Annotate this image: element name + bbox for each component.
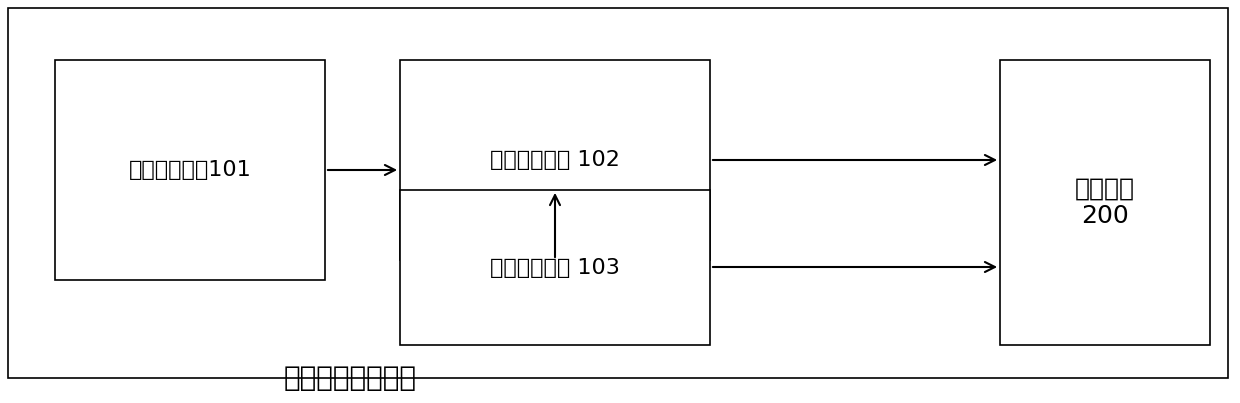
Bar bbox=[55, 60, 325, 280]
Text: 窗口对象
200: 窗口对象 200 bbox=[1075, 177, 1135, 229]
Bar bbox=[999, 60, 1210, 345]
Text: 窗口对象移动装置: 窗口对象移动装置 bbox=[284, 364, 417, 392]
Bar bbox=[401, 190, 711, 345]
Text: 惯性处理单元 103: 惯性处理单元 103 bbox=[490, 258, 620, 278]
Bar bbox=[401, 60, 711, 260]
Text: 触点捕获单元101: 触点捕获单元101 bbox=[129, 160, 252, 180]
Text: 拖动处理单元 102: 拖动处理单元 102 bbox=[490, 150, 620, 170]
